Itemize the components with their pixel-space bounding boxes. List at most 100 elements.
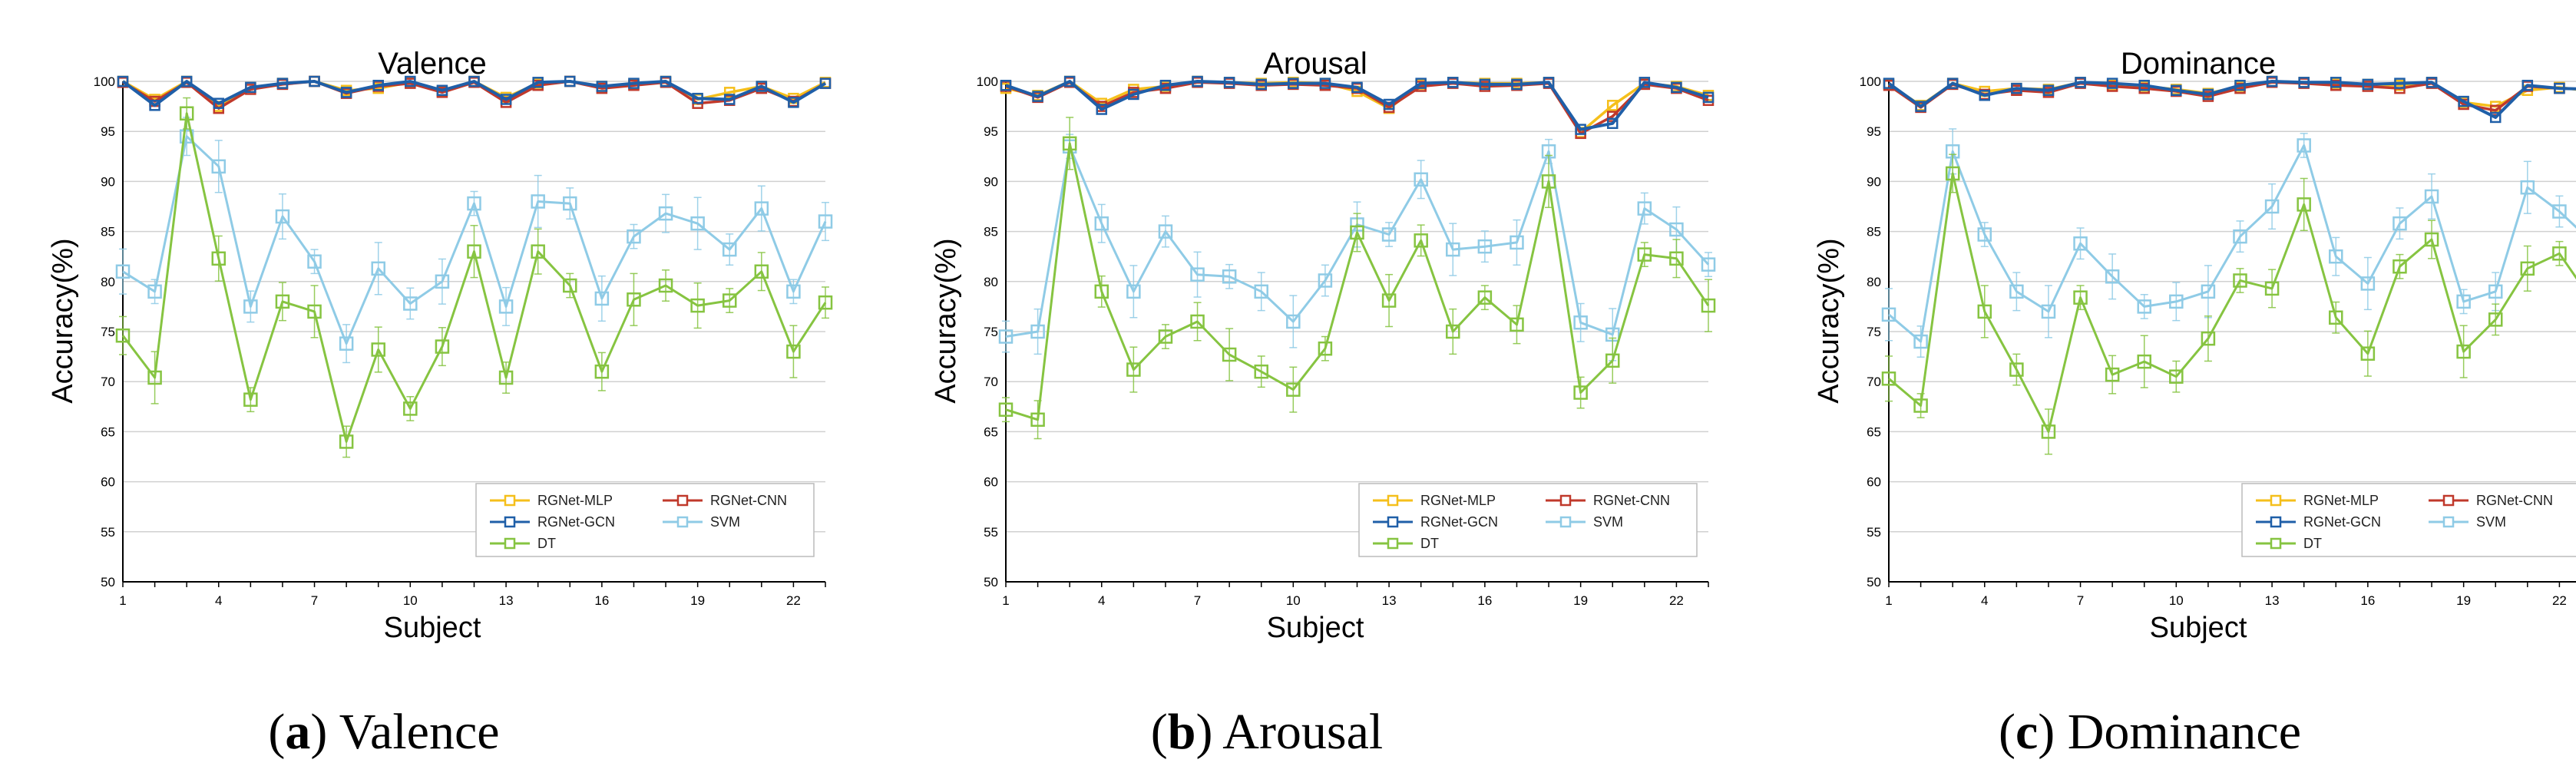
- legend-label: SVM: [1593, 514, 1623, 530]
- data-point-dt: [1605, 353, 1620, 368]
- data-point-svm: [1701, 257, 1716, 272]
- data-point-dt: [1541, 174, 1556, 189]
- data-point-rgnet-gcn: [276, 78, 289, 89]
- data-point-rgnet-gcn: [1351, 81, 1363, 94]
- data-point-dt: [2264, 281, 2280, 296]
- data-point-dt: [2105, 367, 2120, 382]
- series-line-svm: [122, 135, 827, 345]
- y-tick-label: 65: [984, 424, 998, 439]
- data-point-svm: [1190, 267, 1205, 282]
- data-point-rgnet-gcn: [1702, 91, 1715, 104]
- y-axis-label: Accuracy(%): [47, 238, 79, 403]
- x-tick-label: 19: [690, 593, 705, 608]
- data-point-svm: [1286, 314, 1301, 329]
- data-point-dt: [147, 370, 162, 385]
- data-point-rgnet-gcn: [1543, 77, 1555, 88]
- y-tick-label: 85: [984, 225, 998, 239]
- data-point-rgnet-gcn: [1915, 101, 1926, 112]
- data-point-dt: [1913, 398, 1928, 413]
- data-point-svm: [2009, 284, 2024, 299]
- y-tick-label: 90: [1867, 174, 1881, 189]
- data-point-rgnet-gcn: [628, 78, 640, 89]
- caption-letter: c: [2015, 704, 2038, 760]
- legend-label: RGNet-GCN: [1420, 514, 1498, 530]
- data-point-rgnet-gcn: [1946, 78, 1959, 89]
- data-point-svm: [563, 196, 577, 211]
- data-point-dt: [1190, 314, 1205, 329]
- data-point-rgnet-gcn: [2426, 77, 2438, 88]
- data-point-rgnet-gcn: [692, 92, 703, 104]
- series-line-rgnet-gcn: [1005, 80, 1709, 131]
- data-point-svm: [818, 214, 833, 229]
- y-tick-label: 90: [984, 174, 998, 189]
- series-line-dt: [1888, 172, 2576, 433]
- data-point-dt: [2456, 344, 2471, 359]
- legend-label: RGNet-GCN: [537, 514, 615, 530]
- x-tick-label: 22: [786, 593, 801, 608]
- y-tick-label: 80: [984, 275, 998, 289]
- data-point-dt: [2009, 362, 2024, 377]
- data-point-dt: [722, 293, 737, 308]
- data-point-dt: [2424, 232, 2439, 247]
- series-rgnet-gcn: [1000, 75, 1715, 135]
- data-point-rgnet-gcn: [468, 75, 480, 88]
- data-point-rgnet-gcn: [2521, 79, 2534, 91]
- legend-marker: [2270, 537, 2282, 550]
- data-point-svm: [2456, 294, 2471, 309]
- data-point-dt: [658, 278, 673, 293]
- y-tick-label: 55: [984, 525, 998, 540]
- data-point-dt: [1881, 371, 1896, 386]
- y-tick-label: 100: [1860, 74, 1881, 89]
- y-tick-label: 70: [1867, 375, 1881, 389]
- y-tick-label: 95: [984, 124, 998, 139]
- data-point-svm: [2137, 299, 2151, 314]
- x-tick-label: 10: [403, 593, 418, 608]
- data-point-dt: [2233, 273, 2247, 288]
- data-point-rgnet-gcn: [596, 81, 608, 92]
- data-point-dt: [243, 392, 258, 407]
- legend-marker: [2442, 494, 2455, 507]
- series-svm: [115, 117, 833, 364]
- data-point-svm: [1637, 201, 1652, 216]
- data-point-svm: [2520, 180, 2535, 195]
- y-tick-label: 80: [1867, 275, 1881, 289]
- data-point-dt: [818, 295, 833, 310]
- legend-marker: [676, 494, 689, 507]
- data-point-dt: [339, 434, 354, 449]
- data-point-svm: [531, 194, 545, 209]
- legend-label: DT: [2303, 536, 2322, 551]
- y-tick-label: 75: [101, 325, 115, 339]
- data-point-dt: [1669, 251, 1684, 266]
- data-point-dt: [1222, 347, 1237, 362]
- y-axis-label: Accuracy(%): [930, 238, 962, 403]
- x-axis-label: Subject: [2150, 612, 2247, 644]
- data-point-svm: [1913, 334, 1928, 349]
- plot-area: 50 55 60 65 70 75 80 85 90 95 100 1 4 7 10 13 16 19 22 RGNe…: [977, 74, 1716, 608]
- data-point-rgnet-gcn: [2362, 78, 2374, 91]
- legend-marker: [504, 494, 516, 507]
- data-point-svm: [2264, 199, 2280, 214]
- data-point-rgnet-gcn: [2554, 82, 2565, 94]
- data-point-svm: [594, 291, 610, 306]
- data-point-rgnet-gcn: [564, 75, 576, 88]
- data-point-rgnet-gcn: [1096, 104, 1108, 115]
- legend-marker: [1387, 516, 1399, 528]
- data-point-svm: [275, 209, 290, 224]
- data-point-svm: [722, 242, 737, 257]
- x-tick-label: 22: [1669, 593, 1684, 608]
- y-tick-label: 65: [1867, 424, 1881, 439]
- legend-label: RGNet-GCN: [2303, 514, 2381, 530]
- legend-label: SVM: [710, 514, 740, 530]
- data-point-rgnet-gcn: [1032, 91, 1043, 102]
- x-tick-label: 19: [2456, 593, 2471, 608]
- panel-valence: Valence Accuracy(%) Subject 50 55 60 65 70 75…: [47, 47, 833, 760]
- data-point-svm: [2392, 216, 2407, 231]
- series-dt: [115, 97, 833, 458]
- data-point-dt: [690, 298, 705, 313]
- y-tick-label: 75: [984, 325, 998, 339]
- data-point-rgnet-gcn: [2298, 77, 2310, 88]
- data-point-dt: [275, 294, 290, 309]
- data-point-dt: [115, 328, 131, 343]
- y-tick-label: 50: [1867, 575, 1881, 589]
